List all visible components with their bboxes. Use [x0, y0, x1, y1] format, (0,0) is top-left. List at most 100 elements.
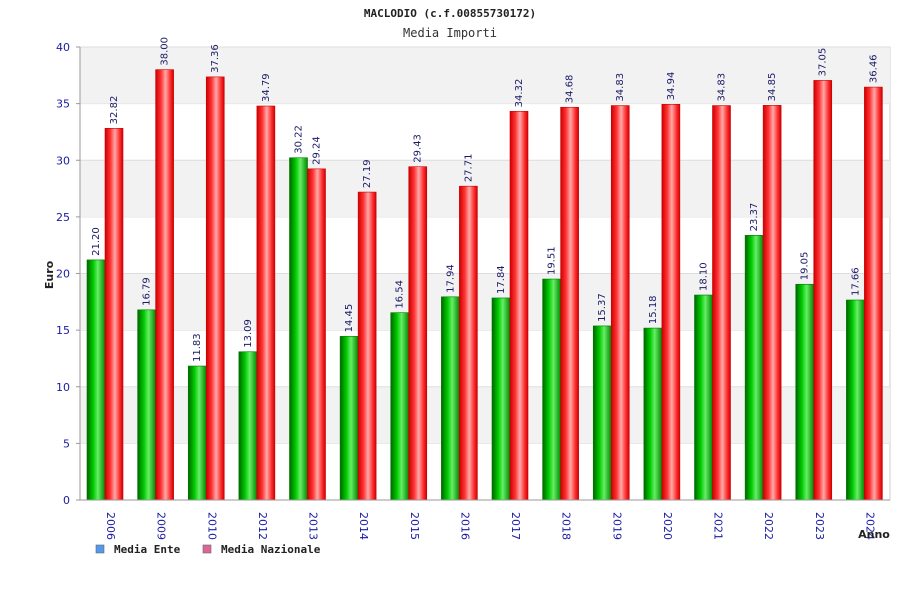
data-label: 15.37 — [597, 293, 608, 322]
bars: 21.20 32.82 16.79 38.00 11.83 37.36 13.09 34.79… — [86, 37, 883, 501]
data-label: 30.22 — [294, 125, 305, 154]
legend: Media Ente Media Nazionale — [95, 543, 321, 556]
x-tick-label: 2013 — [307, 512, 320, 540]
bar-media-nazionale — [509, 111, 529, 501]
x-axis: 2006 2009 2010 2012 2013 2014 2015 2016 2017 2018… — [80, 499, 890, 540]
x-tick-label: 2006 — [104, 512, 117, 540]
bar-media-nazionale — [205, 76, 225, 501]
x-tick-label: 2023 — [813, 512, 826, 540]
bar-media-nazionale — [104, 128, 124, 501]
bar-media-ente — [643, 327, 663, 501]
legend-label: Media Nazionale — [221, 543, 321, 556]
data-label: 34.94 — [666, 72, 677, 101]
data-label: 34.32 — [514, 79, 525, 108]
x-tick-label: 2024 — [863, 512, 876, 540]
bar-media-nazionale — [155, 69, 174, 501]
chart-title: MACLODIO (c.f.00855730172) — [364, 7, 536, 20]
y-tick-label: 25 — [56, 211, 70, 224]
y-tick-label: 10 — [56, 381, 70, 394]
data-label: 17.94 — [445, 264, 456, 293]
x-tick-label: 2014 — [357, 512, 370, 540]
data-label: 27.71 — [463, 154, 474, 183]
data-label: 21.20 — [91, 227, 102, 256]
y-tick-label: 5 — [63, 437, 70, 450]
x-axis-label: Anno — [858, 528, 890, 541]
x-tick-label: 2020 — [661, 512, 674, 540]
data-label: 19.51 — [547, 246, 558, 275]
bar-media-ente — [846, 299, 865, 501]
x-tick-label: 2009 — [155, 512, 168, 540]
bar-media-ente — [289, 157, 308, 501]
bar-media-nazionale — [864, 86, 883, 501]
y-tick-label: 35 — [56, 98, 70, 111]
bar-media-nazionale — [813, 80, 833, 501]
bar-media-nazionale — [560, 106, 579, 501]
bar-media-nazionale — [661, 104, 681, 501]
bar-media-nazionale — [357, 191, 377, 501]
data-label: 27.19 — [362, 159, 373, 188]
bar-media-nazionale — [712, 105, 731, 501]
y-tick-label: 15 — [56, 324, 70, 337]
chart-subtitle: Media Importi — [403, 26, 497, 40]
bar-media-ente — [592, 325, 612, 501]
data-label: 23.37 — [749, 203, 760, 232]
data-label: 16.79 — [142, 277, 153, 306]
data-label: 29.43 — [413, 134, 424, 163]
legend-label: Media Ente — [114, 543, 181, 556]
bar-media-nazionale — [610, 105, 630, 501]
y-axis-label: Euro — [43, 260, 56, 289]
bar-media-ente — [795, 283, 815, 501]
bar-media-ente — [187, 365, 207, 501]
x-tick-label: 2018 — [560, 512, 573, 540]
y-tick-label: 0 — [63, 494, 70, 507]
bar-media-ente — [390, 312, 410, 501]
x-tick-label: 2012 — [256, 512, 269, 540]
x-tick-label: 2022 — [762, 512, 775, 540]
x-tick-label: 2019 — [610, 512, 623, 540]
x-tick-label: 2021 — [712, 512, 725, 540]
data-label: 36.46 — [868, 54, 879, 83]
data-label: 34.83 — [717, 73, 728, 102]
data-label: 17.66 — [850, 267, 861, 296]
data-label: 19.05 — [800, 252, 811, 281]
bar-media-nazionale — [408, 166, 428, 501]
bar-media-ente — [542, 278, 561, 501]
bar-media-nazionale — [762, 105, 782, 501]
bar-media-ente — [238, 351, 258, 501]
bar-media-nazionale — [256, 105, 276, 501]
x-tick-label: 2015 — [408, 512, 421, 540]
bar-media-ente — [137, 309, 156, 501]
y-tick-label: 30 — [56, 154, 70, 167]
bar-media-ente — [491, 297, 511, 501]
data-label: 34.79 — [261, 73, 272, 102]
x-tick-label: 2017 — [509, 512, 522, 540]
legend-swatch — [95, 544, 105, 554]
bar-media-ente — [339, 336, 359, 501]
data-label: 16.54 — [395, 280, 406, 309]
data-label: 17.84 — [496, 265, 507, 294]
bar-media-ente — [744, 235, 764, 501]
bar-media-ente — [694, 294, 713, 501]
data-label: 38.00 — [160, 37, 171, 66]
y-axis: 0 5 10 15 20 25 30 35 40 — [56, 41, 81, 507]
data-label: 11.83 — [192, 333, 203, 362]
data-label: 13.09 — [243, 319, 254, 348]
data-label: 14.45 — [344, 304, 355, 333]
data-label: 15.18 — [648, 295, 659, 324]
y-tick-label: 20 — [56, 268, 70, 281]
bar-media-nazionale — [307, 168, 326, 501]
bar-media-nazionale — [459, 185, 478, 501]
data-label: 32.82 — [109, 96, 120, 125]
data-label: 37.05 — [818, 48, 829, 77]
data-label: 34.83 — [615, 73, 626, 102]
data-label: 34.85 — [767, 73, 778, 102]
x-tick-label: 2016 — [458, 512, 471, 540]
data-label: 34.68 — [565, 75, 576, 104]
legend-swatch — [202, 544, 212, 554]
bar-media-ente — [86, 259, 106, 501]
x-tick-label: 2010 — [205, 512, 218, 540]
data-label: 29.24 — [312, 136, 323, 165]
bar-media-ente — [441, 296, 460, 501]
data-label: 18.10 — [699, 262, 710, 291]
